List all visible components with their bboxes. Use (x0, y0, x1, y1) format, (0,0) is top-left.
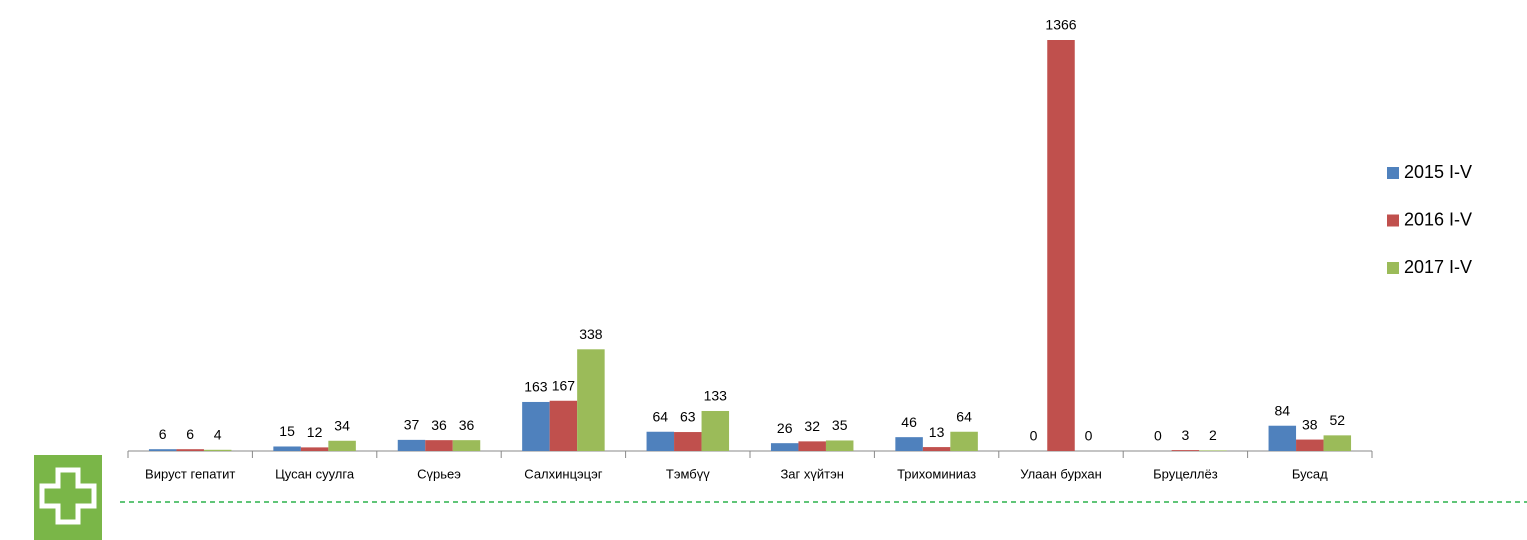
bar (674, 432, 702, 451)
bar (397, 439, 426, 451)
x-tick-label: Салхинцэцэг (524, 466, 602, 481)
bar (1199, 450, 1227, 451)
data-label: 36 (459, 417, 475, 433)
data-label: 15 (279, 423, 295, 439)
bar (922, 447, 951, 451)
data-label: 167 (552, 377, 576, 393)
bar (1296, 439, 1324, 451)
x-tick-label: Бусад (1292, 466, 1328, 481)
legend-swatch (1387, 167, 1399, 179)
data-label: 0 (1154, 428, 1162, 444)
data-label: 26 (777, 420, 793, 436)
data-label: 13 (929, 424, 945, 440)
data-label: 35 (832, 417, 848, 433)
data-label: 36 (431, 417, 447, 433)
bar (203, 449, 232, 451)
data-label: 163 (524, 379, 548, 395)
data-label: 84 (1275, 402, 1291, 418)
bar (646, 431, 675, 451)
legend-swatch (1387, 262, 1399, 274)
bar (770, 443, 799, 451)
bar (1047, 40, 1075, 451)
bar (328, 440, 356, 451)
data-label: 12 (307, 424, 323, 440)
legend-label: 2017 I-V (1404, 257, 1472, 277)
bar (577, 349, 605, 451)
data-label: 32 (804, 418, 820, 434)
bar (1171, 450, 1200, 451)
bar (148, 449, 177, 451)
bar (798, 441, 826, 451)
data-label: 34 (334, 417, 350, 433)
x-tick-label: Улаан бурхан (1020, 466, 1102, 481)
bar (895, 437, 923, 451)
logo-icon (34, 455, 102, 540)
data-label: 1366 (1045, 17, 1076, 33)
legend-label: 2016 I-V (1404, 209, 1472, 229)
data-label: 52 (1330, 412, 1346, 428)
bar (425, 440, 453, 451)
bar (300, 447, 329, 451)
data-label: 37 (404, 417, 420, 433)
data-label: 2 (1209, 427, 1217, 443)
x-tick-label: Вируст гепатит (145, 466, 235, 481)
data-label: 38 (1302, 416, 1318, 432)
x-tick-label: Бруцеллёз (1153, 466, 1218, 481)
data-label: 64 (956, 408, 972, 424)
bar (825, 440, 854, 451)
legend-label: 2015 I-V (1404, 162, 1472, 182)
data-label: 133 (704, 388, 728, 404)
bar (701, 410, 730, 451)
bar (273, 446, 301, 451)
data-label: 4 (214, 426, 222, 442)
bar (522, 401, 550, 451)
legend-swatch (1387, 214, 1399, 227)
data-label: 0 (1085, 428, 1093, 444)
data-label: 6 (186, 426, 194, 442)
x-tick-label: Заг хүйтэн (780, 466, 843, 481)
bar (950, 431, 978, 451)
bar (1323, 435, 1352, 451)
data-label: 63 (680, 409, 696, 425)
bar (452, 440, 481, 451)
x-tick-label: Тэмбүү (666, 466, 710, 481)
data-label: 6 (159, 426, 167, 442)
logo-plus (39, 467, 97, 525)
x-tick-label: Трихоминиаз (897, 466, 976, 481)
data-label: 338 (579, 326, 603, 342)
data-label: 46 (901, 414, 917, 430)
bar (1268, 425, 1297, 451)
bar (549, 400, 578, 451)
data-label: 64 (653, 408, 669, 424)
data-label: 0 (1030, 428, 1038, 444)
bar (176, 449, 204, 451)
data-label: 3 (1182, 427, 1190, 443)
x-tick-label: Сүрьеэ (417, 466, 461, 481)
x-tick-label: Цусан суулга (275, 466, 355, 481)
